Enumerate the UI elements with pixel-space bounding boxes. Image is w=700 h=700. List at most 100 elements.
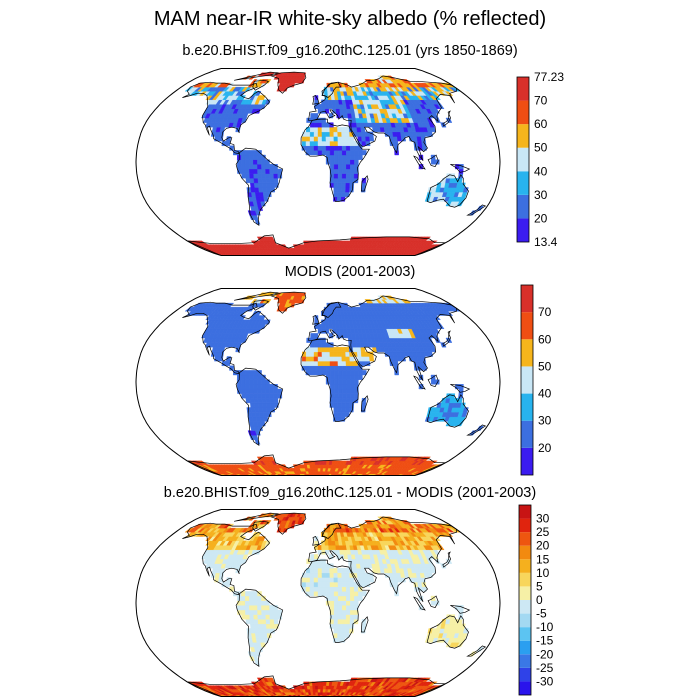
colorbar-tick-label: 30 (538, 414, 552, 428)
map-cell (313, 136, 319, 142)
map-cell (349, 586, 355, 592)
map-cell (236, 384, 242, 390)
map-cell (333, 393, 339, 399)
map-cell (361, 356, 367, 362)
map-cell (321, 581, 327, 587)
map-cell (331, 545, 337, 550)
map-cell (325, 572, 331, 578)
map-cell (435, 600, 440, 606)
map-cell (305, 365, 311, 371)
map-cell (341, 131, 346, 137)
map-cell (241, 379, 246, 385)
colorbar-tick-label: 20 (534, 211, 548, 225)
map-cell (350, 605, 355, 611)
map-cell (261, 619, 267, 625)
map-cell (353, 393, 359, 399)
map-cell (329, 581, 335, 587)
coastline-africa (300, 559, 370, 643)
colorbar-swatch (519, 572, 531, 587)
map-cell (325, 356, 331, 362)
map-cell (337, 168, 343, 174)
map-cell (333, 168, 339, 174)
map-cell (314, 244, 319, 249)
map-cell (309, 360, 315, 366)
map-cell (262, 632, 268, 638)
map-cell (249, 600, 254, 606)
map-cell (324, 99, 329, 105)
map-cell (240, 605, 246, 611)
map-cell (352, 347, 358, 353)
map-cell (342, 600, 347, 606)
map-cell (258, 187, 264, 193)
map-cell (333, 632, 338, 638)
colorbar-swatch (521, 420, 533, 448)
map-cell (450, 614, 456, 620)
map-cell (317, 545, 322, 550)
colorbar-tick-label: 0 (536, 593, 543, 607)
map-cell (321, 117, 326, 123)
map-cell (265, 393, 271, 399)
map-cell (244, 164, 250, 170)
map-cell (324, 104, 330, 109)
map-cell (245, 609, 250, 615)
map-cell (345, 614, 351, 620)
map-cell (337, 591, 343, 597)
map-cell (253, 164, 258, 170)
map-cell (257, 605, 262, 611)
map-cell (257, 159, 262, 165)
map-cell (226, 302, 235, 308)
map-cell (358, 150, 363, 156)
map-cell (325, 586, 331, 592)
map-cell (273, 173, 279, 179)
map-cell (329, 384, 335, 390)
map-cell (269, 398, 275, 404)
map-panel-2 (135, 288, 501, 476)
coastline-eurasia (308, 75, 457, 162)
colorbar-tick-label: 60 (538, 332, 552, 346)
map-cell (315, 247, 319, 252)
coastlines (182, 71, 487, 256)
map-cell (244, 605, 250, 611)
map-cell (229, 145, 235, 151)
map-cell (345, 370, 351, 376)
map-cell (261, 393, 267, 399)
map-cell (321, 104, 326, 109)
map-cell (321, 342, 327, 348)
colorbar-swatch (517, 124, 529, 148)
map-cell (352, 568, 358, 574)
map-cell (460, 623, 466, 629)
map-cell (261, 623, 267, 629)
map-cell (333, 605, 339, 611)
map-cell (360, 131, 366, 137)
map-cell (325, 577, 331, 583)
map-cell (358, 591, 363, 597)
map-cell (245, 379, 250, 385)
colorbar-swatch (519, 667, 531, 682)
colorbar-swatch (519, 600, 531, 614)
map-cell (324, 549, 330, 555)
colorbar-swatch (521, 366, 533, 394)
map-cell (337, 178, 343, 184)
map-cell (301, 356, 307, 362)
map-cell (312, 244, 316, 249)
map-cell (301, 140, 307, 146)
map-cell (261, 379, 266, 385)
coastline-antarctica (187, 234, 446, 256)
map-cell (249, 178, 255, 184)
map-cell (305, 581, 311, 587)
coastline-arcticIsles (234, 71, 279, 81)
map-cell (265, 609, 270, 615)
map-cell (341, 140, 347, 146)
map-cell (273, 609, 278, 615)
map-cell (337, 388, 343, 394)
map-cell (352, 122, 358, 128)
map-cell (250, 407, 256, 413)
map-cell (333, 628, 339, 634)
map-cell (245, 388, 250, 394)
map-cell (225, 140, 231, 146)
map-cell (265, 178, 271, 184)
map-cell (253, 388, 258, 394)
map-cell (346, 164, 351, 170)
map-cell (240, 164, 246, 170)
map-cell (356, 572, 362, 578)
